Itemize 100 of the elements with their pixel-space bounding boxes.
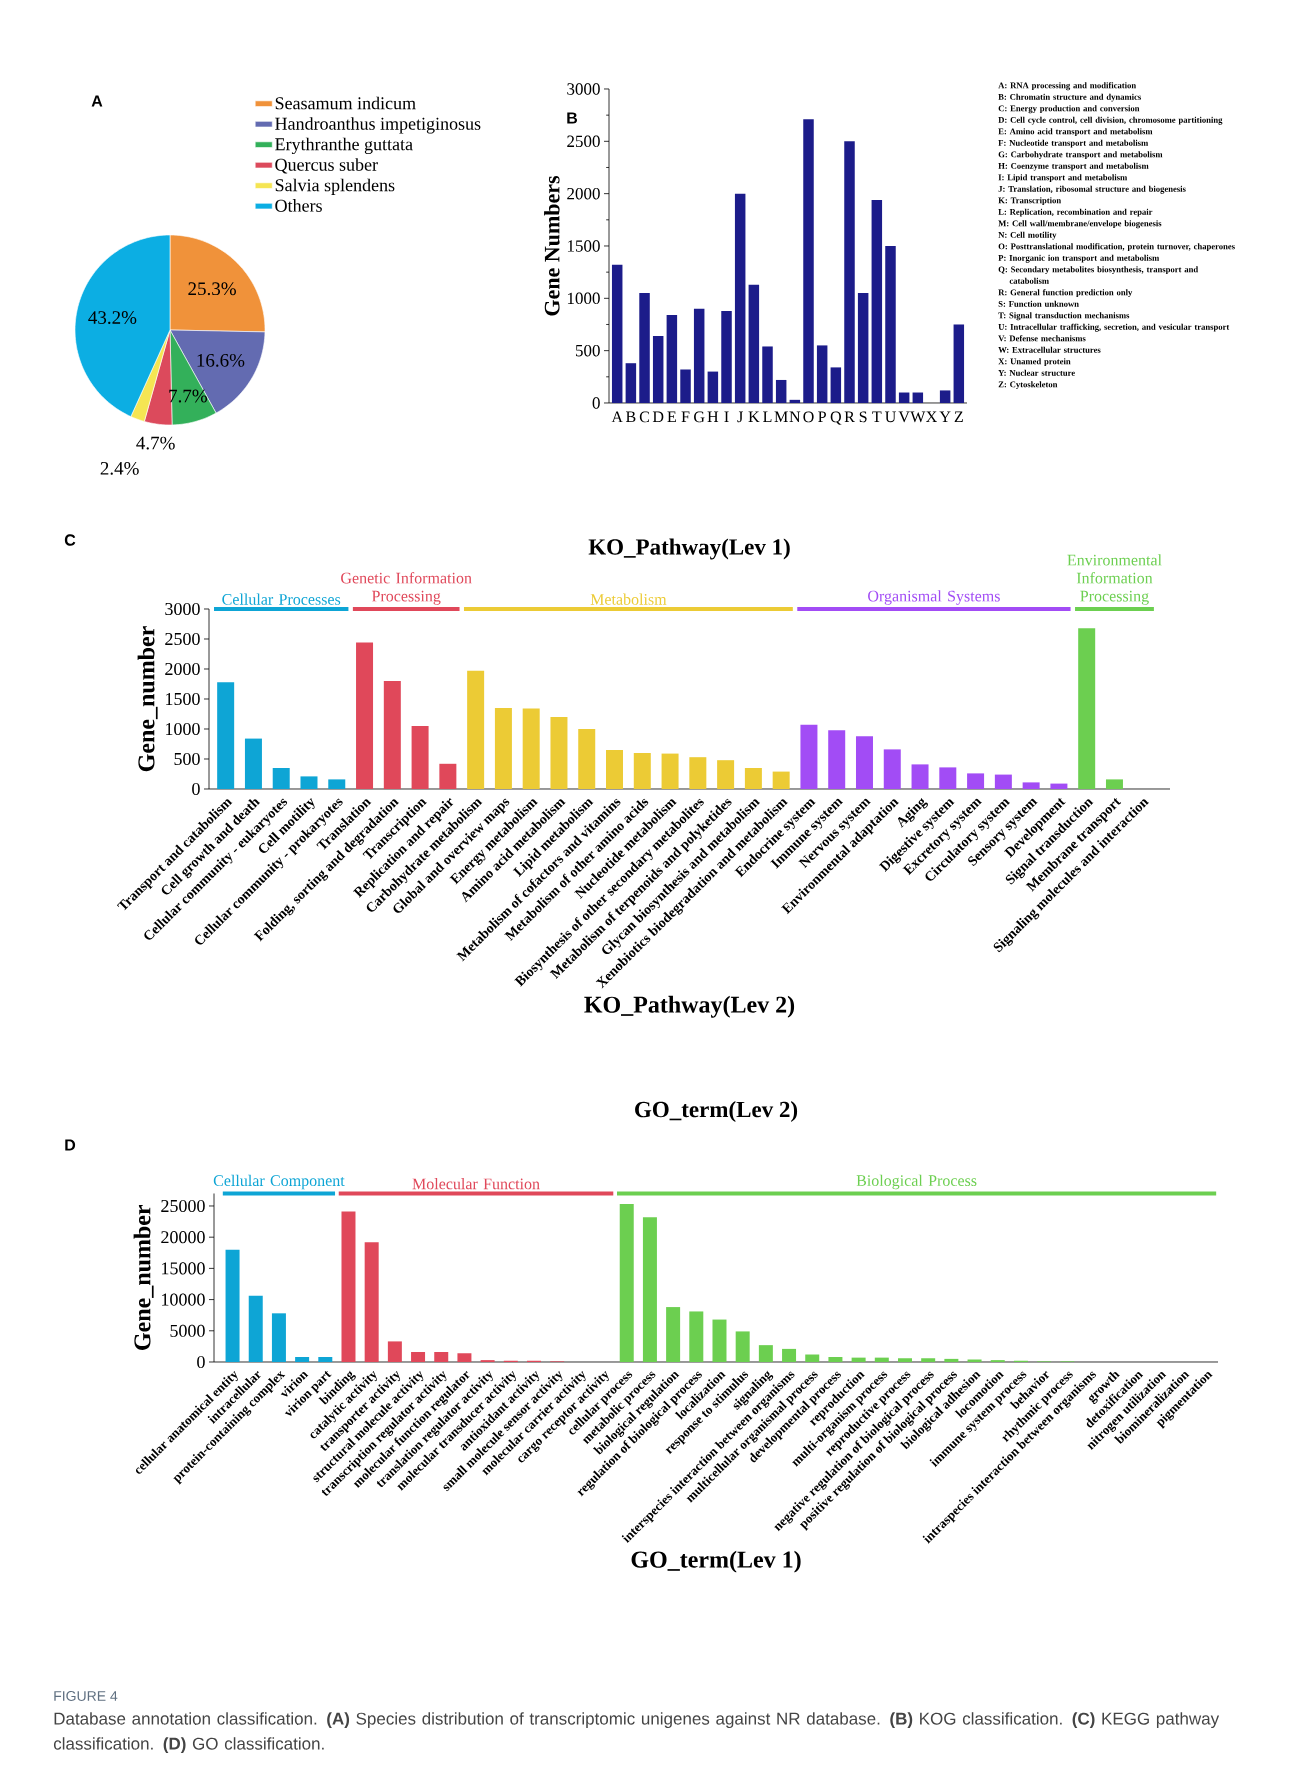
- x-tick-label: P: [818, 411, 826, 422]
- data-label: 43.2%: [88, 311, 137, 324]
- y-tick-label: 5000: [170, 1324, 205, 1337]
- bar: [689, 1311, 704, 1362]
- bar: [217, 682, 235, 789]
- bar: [356, 642, 374, 789]
- text: Database annotation classification. (A) Species distribution of transcriptomic unigenes against NR database. (B) KOG classification. (C) KEGG pathway classification. (D) GO classification.: [53, 1712, 1220, 1754]
- bar: [912, 392, 924, 403]
- bar: [271, 1313, 286, 1362]
- text: O: Posttranslational modification, protein turnover, chaperones: [998, 243, 1235, 252]
- y-tick-label: 25000: [161, 1199, 205, 1213]
- x-tick-label: V: [898, 411, 910, 423]
- bar: [717, 760, 735, 789]
- bar: [748, 284, 760, 403]
- bar: [994, 774, 1012, 789]
- data-label: 25.3%: [188, 282, 236, 296]
- text: C: [64, 534, 76, 546]
- text: P: Inorganic ion transport and metabolism: [998, 254, 1160, 263]
- text: T: Signal transduction mechanisms: [998, 312, 1130, 321]
- x-tick-label: E: [667, 411, 676, 422]
- text: Y: Nuclear structure: [998, 369, 1075, 376]
- text: J: Translation, ribosomal structure and biogenesis: [998, 185, 1186, 194]
- text: R: General function prediction only: [998, 289, 1133, 298]
- bar: [885, 245, 896, 403]
- text: A: RNA processing and modification: [998, 82, 1136, 91]
- text: Molecular Function: [412, 1178, 540, 1190]
- legend-label: Quercus suber: [275, 158, 378, 174]
- bar: [758, 1345, 773, 1362]
- y-tick-label: 2000: [165, 662, 200, 676]
- bar: [411, 1352, 426, 1362]
- y-tick-label: 1000: [567, 292, 600, 305]
- x-tick-label: W: [910, 411, 926, 423]
- bar: [800, 724, 818, 789]
- bar: [939, 767, 957, 789]
- bar: [434, 1352, 449, 1362]
- y-tick-label: 0: [197, 1355, 205, 1369]
- bar: [625, 363, 637, 403]
- text: F: Nucleotide transport and metabolism: [998, 139, 1149, 148]
- text: I: Lipid transport and metabolism: [998, 174, 1128, 183]
- x-tick-label: O: [803, 411, 814, 423]
- chart-title: KO_Pathway(Lev 1): [588, 538, 790, 560]
- bar: [1105, 779, 1123, 789]
- bar: [844, 141, 855, 403]
- chart-title: GO_term(Lev 2): [635, 1101, 798, 1122]
- bar: [805, 1354, 820, 1362]
- x-tick-label: A: [611, 411, 623, 423]
- bar: [652, 335, 664, 403]
- x-tick-label: K: [748, 411, 760, 422]
- bar: [816, 345, 828, 403]
- text: Biological Process: [856, 1174, 977, 1190]
- x-tick-label: G: [694, 411, 705, 423]
- text: Cellular Component: [213, 1174, 345, 1190]
- bar: [341, 1211, 356, 1362]
- x-tick-label: L: [763, 411, 772, 422]
- y-tick-label: 1500: [567, 240, 600, 252]
- bar: [775, 379, 787, 403]
- series-label: Environmental Information Processing: [1067, 554, 1162, 605]
- text: V: Defense mechanisms: [998, 335, 1086, 342]
- bar: [633, 752, 651, 789]
- text: W: Extracellular structures: [998, 346, 1101, 353]
- bar: [666, 1307, 681, 1362]
- x-tick-label: C: [639, 411, 649, 423]
- bar: [782, 1348, 797, 1362]
- text: B: [567, 112, 578, 124]
- bar: [550, 716, 568, 789]
- y-tick-label: 1000: [166, 722, 200, 736]
- bar: [248, 1295, 263, 1362]
- bar: [522, 708, 540, 789]
- bar: [857, 293, 869, 403]
- text: Metabolism: [590, 593, 667, 605]
- text: E: Amino acid transport and metabolism: [998, 128, 1153, 137]
- bar: [661, 753, 679, 789]
- y-tick-label: 2500: [567, 135, 600, 148]
- bar: [295, 1357, 310, 1362]
- data-label: 4.7%: [136, 436, 175, 450]
- text: Cellular Processes: [222, 593, 341, 605]
- y-tick-label: 15000: [162, 1262, 205, 1275]
- bar: [721, 310, 732, 403]
- bar: [897, 1358, 912, 1362]
- bar: [762, 346, 773, 403]
- y-axis-title: Gene Numbers: [544, 175, 560, 316]
- x-tick-label: R: [844, 411, 855, 422]
- text: X: Unamed protein: [998, 358, 1071, 367]
- text: Genetic Information Processing: [341, 572, 472, 605]
- x-tick-label: H: [707, 411, 719, 422]
- legend-label: Others: [275, 199, 322, 212]
- y-axis-title: Gene_number: [137, 626, 158, 772]
- y-tick-label: 0: [592, 397, 600, 409]
- caption: FIGURE 4: [54, 1691, 118, 1701]
- text: U: Intracellular trafficking, secretion, and vesicular transport: [998, 323, 1230, 332]
- bar: [898, 392, 910, 403]
- text: D: [65, 1139, 76, 1151]
- text: G: Carbohydrate transport and metabolism: [998, 151, 1163, 160]
- bar: [967, 773, 985, 789]
- text: Organismal Systems: [868, 590, 1000, 605]
- x-tick-label: X: [926, 411, 937, 422]
- bar: [300, 776, 318, 789]
- x-tick-label: U: [885, 411, 896, 423]
- x-tick-label: B: [625, 411, 636, 423]
- x-tick-label: M: [774, 411, 788, 422]
